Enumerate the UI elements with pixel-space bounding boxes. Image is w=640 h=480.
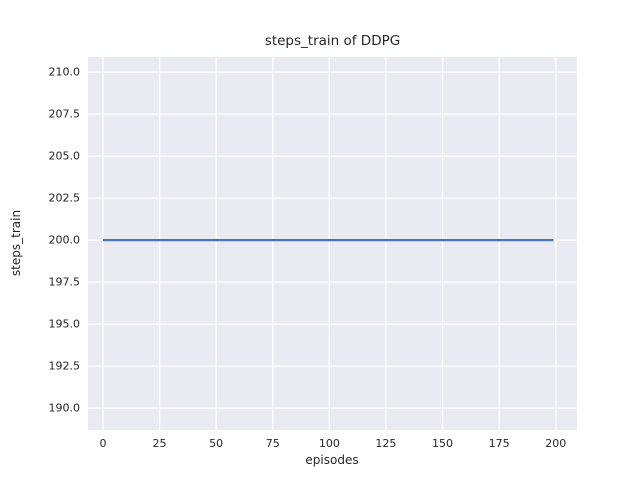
x-axis-label: episodes	[305, 453, 359, 467]
chart-title: steps_train of DDPG	[264, 33, 401, 49]
y-tick-label: 195.0	[48, 317, 81, 331]
x-tick-label: 125	[375, 437, 397, 450]
plot-area	[88, 57, 577, 430]
x-tick-label: 25	[152, 437, 167, 450]
x-tick-label: 50	[209, 437, 224, 450]
x-tick-label: 200	[545, 437, 567, 450]
y-tick-label: 202.5	[48, 191, 81, 205]
chart-canvas	[88, 57, 577, 430]
x-tick-label: 0	[99, 437, 107, 450]
y-tick-label: 200.0	[48, 233, 81, 247]
x-tick-label: 100	[318, 437, 340, 450]
y-tick-label: 207.5	[48, 107, 81, 121]
y-tick-label: 197.5	[48, 275, 81, 289]
y-tick-label: 205.0	[48, 149, 81, 163]
y-tick-label: 190.0	[48, 401, 81, 415]
x-tick-label: 75	[265, 437, 280, 450]
y-tick-label: 192.5	[48, 359, 81, 373]
x-tick-label: 150	[432, 437, 454, 450]
axes-background	[88, 57, 577, 430]
y-tick-label: 210.0	[48, 65, 81, 79]
x-tick-label: 175	[488, 437, 510, 450]
